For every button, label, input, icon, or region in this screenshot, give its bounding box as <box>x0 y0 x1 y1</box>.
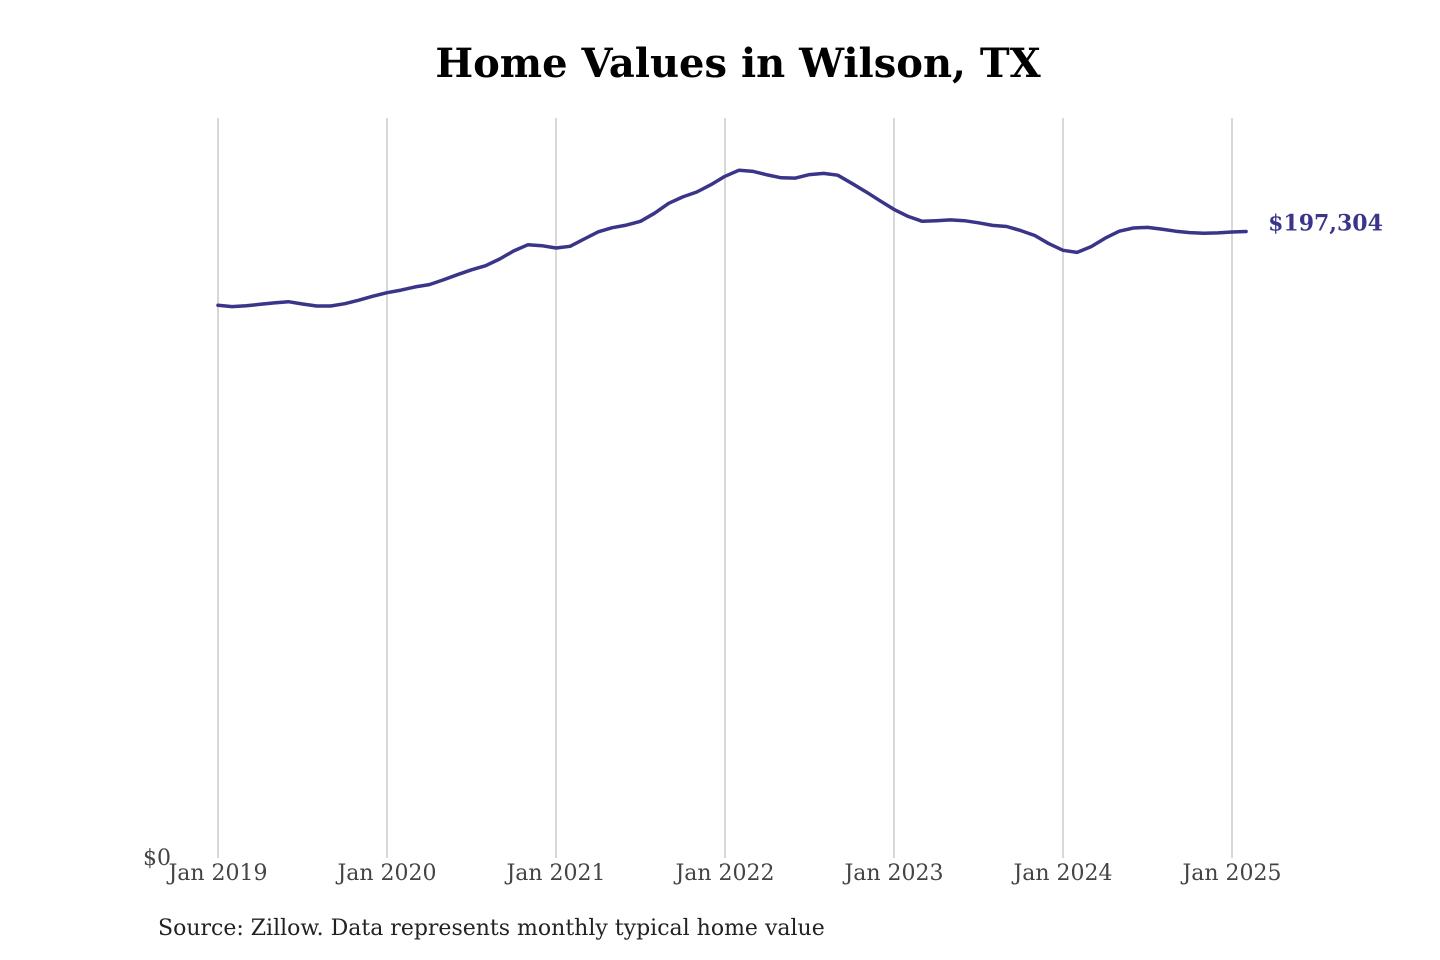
x-axis-tick-label: Jan 2019 <box>166 861 267 886</box>
y-axis-tick-label: $0 <box>143 846 171 871</box>
x-axis-tick-labels: Jan 2019 Jan 2020 Jan 2021 Jan 2022 Jan 2023… <box>166 861 1281 886</box>
gridlines <box>217 118 1233 858</box>
x-axis-tick-label: Jan 2024 <box>1011 861 1112 886</box>
x-axis-tick-label: Jan 2020 <box>335 861 436 886</box>
x-axis-tick-label: Jan 2023 <box>842 861 943 886</box>
chart-source-note: Source: Zillow. Data represents monthly … <box>158 916 825 941</box>
series-line-home-value <box>216 168 1248 309</box>
end-value-label: $197,304 <box>1268 210 1383 236</box>
x-axis-tick-label: Jan 2022 <box>673 861 774 886</box>
chart-title: Home Values in Wilson, TX <box>435 40 1041 87</box>
x-axis-tick-label: Jan 2025 <box>1180 861 1281 886</box>
x-axis-tick-label: Jan 2021 <box>504 861 605 886</box>
